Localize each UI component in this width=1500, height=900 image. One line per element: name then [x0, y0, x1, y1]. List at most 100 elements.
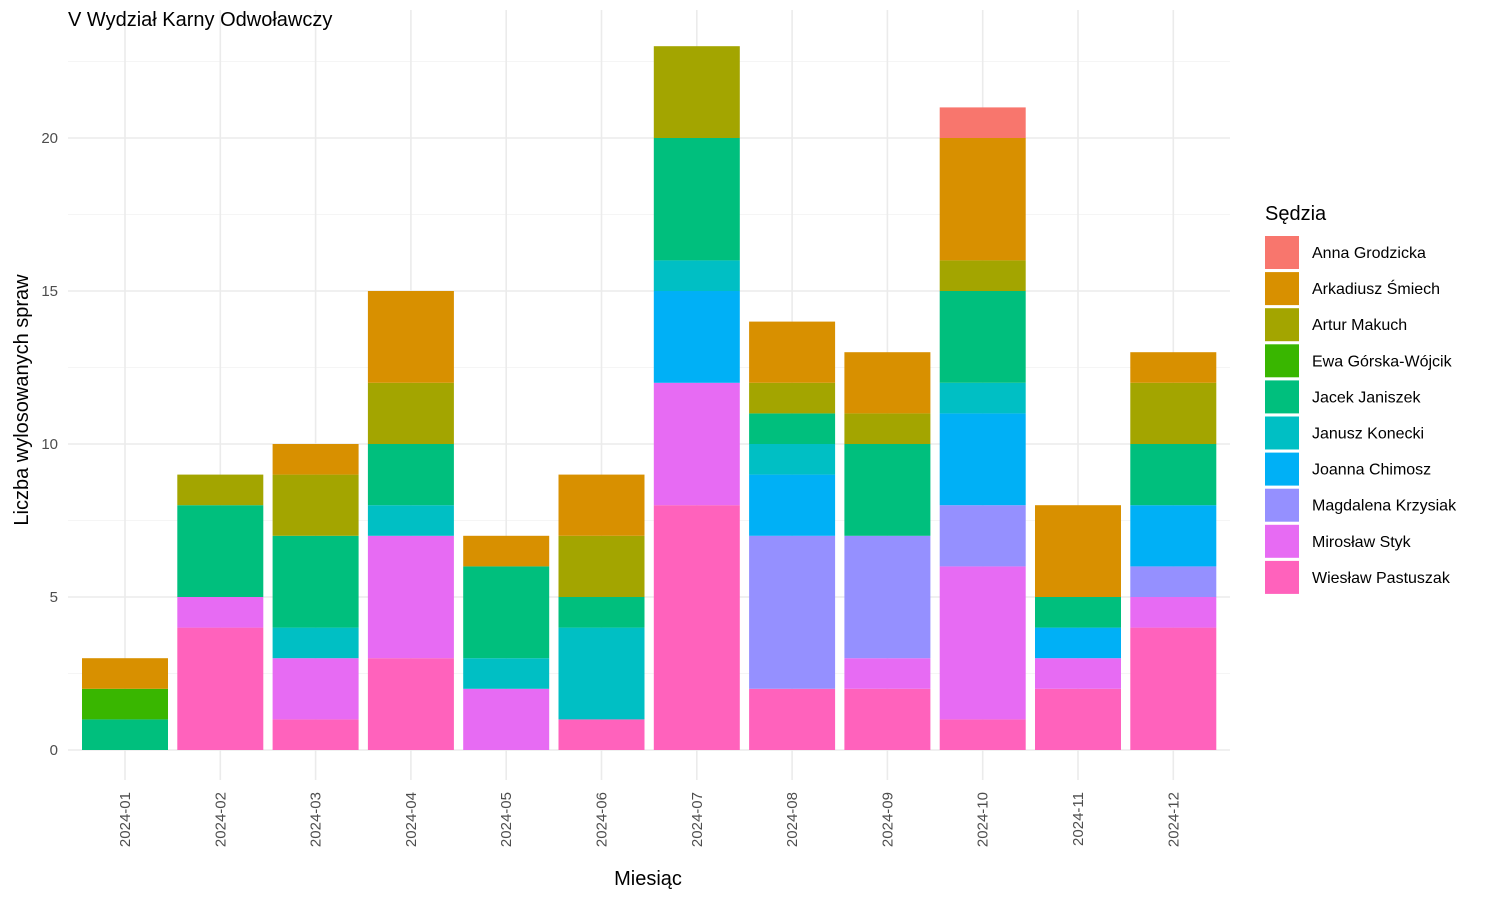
bar-segment — [653, 46, 740, 139]
bar-segment — [653, 382, 740, 506]
bar-segment — [1130, 352, 1217, 383]
bar-segment — [463, 658, 550, 689]
x-tick-label: 2024-08 — [784, 792, 801, 847]
bar-segment — [939, 413, 1026, 506]
bar-segment — [367, 505, 454, 536]
bar-segment — [1130, 505, 1217, 567]
bar-segment — [367, 535, 454, 659]
x-tick-label: 2024-06 — [594, 792, 611, 847]
legend-key — [1265, 272, 1299, 306]
bar-segment — [749, 413, 836, 444]
bar-segment — [367, 658, 454, 750]
bar-segment — [1035, 597, 1121, 628]
bar-segment — [749, 444, 836, 475]
legend-label: Magdalena Krzysiak — [1312, 498, 1457, 515]
legend-key — [1265, 452, 1299, 486]
bar-segment — [367, 382, 454, 444]
bar-segment — [939, 107, 1026, 138]
bar-segment — [82, 719, 168, 750]
bar-segment — [1130, 597, 1217, 628]
bar-segment — [939, 719, 1026, 750]
bar-segment — [558, 535, 645, 597]
x-axis-title: Miesiąc — [614, 868, 682, 890]
x-tick-label: 2024-01 — [117, 792, 134, 847]
legend-key — [1265, 524, 1299, 558]
bar-segment — [558, 597, 645, 628]
bar-segment — [272, 535, 359, 628]
bar-segment — [272, 444, 359, 475]
bar-segment — [177, 474, 264, 506]
legend-key — [1265, 416, 1299, 450]
legend-label: Anna Grodzicka — [1312, 245, 1426, 262]
y-tick-label: 15 — [41, 283, 58, 300]
y-axis-title: Liczba wylosowanych spraw — [11, 274, 33, 526]
bar-segment — [749, 535, 836, 689]
legend-label: Ewa Górska-Wójcik — [1312, 353, 1453, 370]
x-tick-label: 2024-04 — [403, 792, 420, 847]
bar-segment — [844, 658, 931, 689]
bar-segment — [367, 291, 454, 383]
bar-segment — [844, 413, 931, 444]
legend-label: Janusz Konecki — [1312, 426, 1424, 443]
bar-segment — [1130, 444, 1217, 506]
y-tick-label: 5 — [50, 589, 58, 606]
bar-segment — [463, 688, 550, 750]
legend-label: Arkadiusz Śmiech — [1312, 279, 1440, 298]
bar-segment — [82, 658, 168, 689]
bar-segment — [844, 352, 931, 414]
x-tick-label: 2024-11 — [1070, 792, 1087, 846]
bar-segment — [653, 138, 740, 261]
x-tick-label: 2024-07 — [689, 792, 706, 847]
legend-label: Jacek Janiszek — [1312, 389, 1421, 406]
legend-label: Artur Makuch — [1312, 317, 1407, 334]
bar-segment — [82, 688, 168, 720]
bar-segment — [939, 505, 1026, 567]
legend-label: Wiesław Pastuszak — [1312, 570, 1451, 587]
bar-segment — [177, 627, 264, 750]
bar-segment — [272, 474, 359, 536]
y-tick-label: 0 — [50, 742, 58, 759]
bar-segment — [177, 505, 264, 597]
bar-segment — [749, 382, 836, 414]
bar-segment — [463, 566, 550, 659]
x-tick-label: 2024-03 — [308, 792, 325, 847]
legend-key — [1265, 560, 1299, 594]
legend-label: Joanna Chimosz — [1312, 462, 1431, 479]
bar-segment — [558, 627, 645, 720]
x-tick-label: 2024-02 — [212, 792, 229, 847]
bar-segment — [1130, 627, 1217, 750]
y-tick-label: 20 — [41, 130, 58, 147]
chart-title: V Wydział Karny Odwoławczy — [68, 9, 332, 31]
legend: Sędzia Anna Grodzicka Arkadiusz Śmiech Art… — [1265, 203, 1457, 594]
bar-segment — [749, 688, 836, 750]
legend-label: Mirosław Styk — [1312, 534, 1412, 551]
legend-key — [1265, 488, 1299, 522]
y-tick-label: 10 — [41, 436, 58, 453]
x-tick-label: 2024-09 — [879, 792, 896, 847]
bar-segment — [463, 535, 550, 567]
bar-segment — [1035, 505, 1121, 597]
bar-segment — [1035, 688, 1121, 750]
bar-segment — [272, 627, 359, 659]
bars-layer — [82, 46, 1217, 750]
x-axis-ticks: 2024-01 2024-02 2024-03 2024-04 2024-05 2024-… — [117, 792, 1182, 847]
bar-segment — [939, 291, 1026, 383]
bar-segment — [272, 658, 359, 720]
bar-segment — [653, 291, 740, 383]
legend-key — [1265, 236, 1299, 269]
bar-segment — [939, 382, 1026, 414]
bar-segment — [844, 688, 931, 750]
bar-segment — [367, 444, 454, 506]
legend-key — [1265, 344, 1299, 378]
legend-title: Sędzia — [1265, 203, 1327, 225]
bar-segment — [844, 535, 931, 659]
bar-segment — [939, 138, 1026, 261]
bar-segment — [177, 597, 264, 628]
bar-segment — [558, 719, 645, 750]
legend-key — [1265, 380, 1299, 414]
y-axis-ticks: 0 5 10 15 20 — [41, 130, 58, 759]
bar-segment — [272, 719, 359, 750]
bar-segment — [1130, 382, 1217, 444]
